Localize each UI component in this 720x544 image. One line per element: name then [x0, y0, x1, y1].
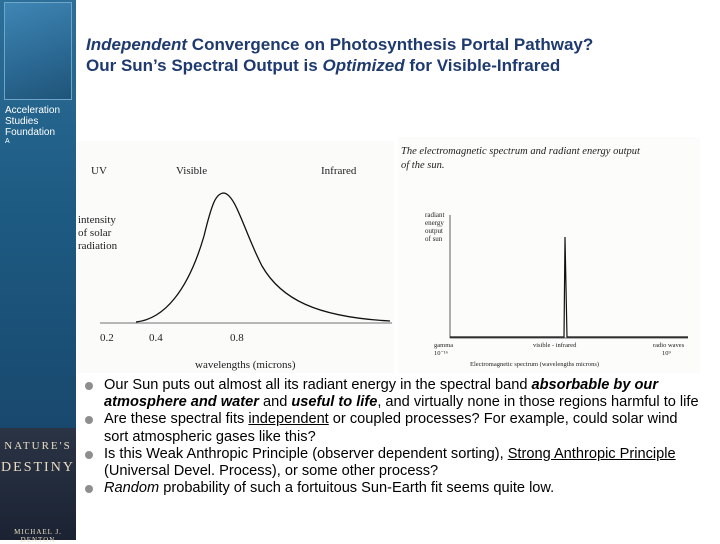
bullet-text: and	[258, 394, 292, 411]
title-text: for Visible-Infrared	[404, 56, 561, 75]
infrared-label: Infrared	[321, 165, 357, 177]
bullet-emphasis: Random	[104, 480, 160, 497]
book-title-line: NATURE'S	[4, 440, 72, 452]
x-tick-label: 0.4	[149, 332, 163, 344]
sidebar: Acceleration Studies Foundation A NATURE…	[0, 0, 76, 544]
foundation-name-line: Acceleration	[5, 105, 61, 116]
solar-intensity-curve	[135, 192, 391, 323]
solar-intensity-svg: UV Visible Infrared intensity of solar r…	[78, 165, 392, 371]
x-tick-label: gamma	[434, 342, 453, 349]
x-tick-label: 0.2	[100, 332, 114, 344]
bullet-text: Our Sun puts out almost all its radiant …	[104, 377, 532, 393]
bullet-text: Is this Weak Anthropic Principle (observ…	[104, 445, 508, 462]
title-emphasis: Optimized	[322, 56, 405, 75]
bullet-text: or coupled processes? For example, could…	[104, 411, 678, 445]
solar-intensity-figure: UV Visible Infrared intensity of solar r…	[76, 141, 394, 373]
bullet-item: Are these spectral fits independent or c…	[84, 411, 704, 445]
uv-label: UV	[91, 165, 107, 177]
y-axis-label-line: intensity	[78, 214, 116, 226]
title-emphasis: Independent	[86, 35, 188, 54]
x-tick-sublabel: 10⁹	[662, 350, 672, 357]
foundation-name-line: Foundation	[5, 127, 56, 138]
bullet-emphasis: absorbable by our atmosphere and water	[104, 377, 659, 411]
title-line-2: Our Sun’s Spectral Output is Optimized f…	[86, 55, 706, 76]
x-tick-sublabel: 10⁻¹⁶	[434, 350, 448, 357]
y-axis-label-line: of sun	[425, 235, 443, 243]
bullet-emphasis: useful to life	[291, 394, 378, 411]
bullet-text: Are these spectral fits	[104, 411, 249, 428]
x-tick-label: visible - infrared	[533, 342, 577, 349]
bullet-text: probability of such a fortuitous Sun-Ear…	[159, 480, 555, 497]
bullet-text: (Universal Devel. Process), or some othe…	[104, 463, 439, 480]
book-cover-image: NATURE'S DESTINY MICHAEL J. DENTON	[0, 428, 76, 544]
visible-label: Visible	[176, 165, 207, 177]
figure-caption-line: of the sun.	[401, 160, 444, 171]
title-text: Convergence on Photosynthesis Portal Pat…	[187, 35, 594, 54]
bullet-underlined: Strong Anthropic Principle	[507, 445, 676, 462]
bullet-text: , and virtually none in those regions ha…	[377, 394, 699, 411]
solar-output-spike	[450, 236, 688, 338]
foundation-logo	[4, 2, 72, 100]
bullet-underlined: independent	[248, 411, 329, 428]
book-author: MICHAEL J. DENTON	[14, 528, 62, 544]
em-spectrum-svg: The electromagnetic spectrum and radiant…	[401, 146, 688, 368]
bullet-item: Is this Weak Anthropic Principle (observ…	[84, 446, 704, 480]
book-title-line: DESTINY	[1, 460, 75, 475]
x-axis-label: wavelengths (microns)	[195, 359, 296, 371]
y-axis-label-line: of solar	[78, 227, 112, 239]
y-axis-label-line: energy	[425, 219, 444, 227]
x-tick-label: 0.8	[230, 332, 244, 344]
y-axis-label-line: radiation	[78, 240, 118, 252]
x-axis-label: Electromagnetic spectrum (wavelengths mi…	[470, 361, 599, 368]
y-axis-label-line: radiant	[425, 211, 444, 219]
y-axis-label-line: output	[425, 227, 443, 235]
figure-caption-line: The electromagnetic spectrum and radiant…	[401, 146, 641, 157]
bullet-list: Our Sun puts out almost all its radiant …	[84, 377, 704, 497]
bullet-item: Our Sun puts out almost all its radiant …	[84, 377, 704, 411]
sidebar-small-text: A	[5, 138, 10, 145]
slide-title: Independent Convergence on Photosynthesi…	[86, 34, 706, 76]
foundation-name: Acceleration Studies Foundation	[5, 105, 75, 138]
foundation-name-line: Studies	[5, 116, 39, 127]
title-text: Our Sun’s Spectral Output is	[86, 56, 323, 75]
title-line-1: Independent Convergence on Photosynthesi…	[86, 34, 706, 55]
bullet-item: Random probability of such a fortuitous …	[84, 480, 704, 497]
x-tick-label: radio waves	[653, 342, 685, 349]
em-spectrum-figure: The electromagnetic spectrum and radiant…	[398, 137, 700, 373]
